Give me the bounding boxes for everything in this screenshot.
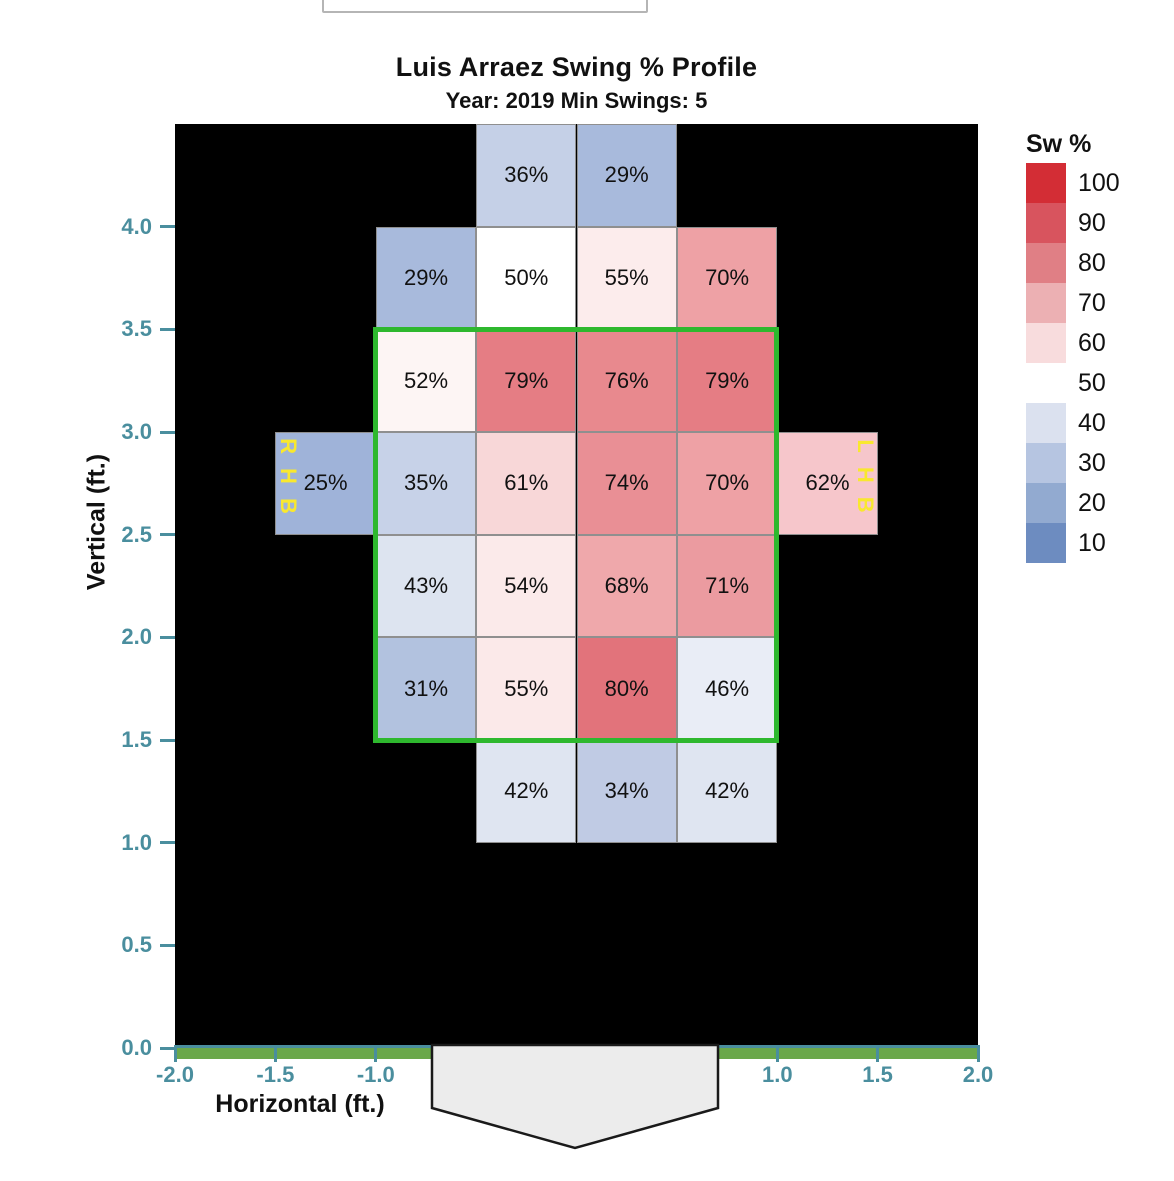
- heatmap-cell: 50%: [476, 226, 577, 330]
- legend-entry: 40: [1026, 403, 1120, 443]
- page-title: Luis Arraez Swing % Profile: [395, 52, 758, 82]
- y-tick-label: 3.0: [121, 419, 152, 444]
- legend-label: 20: [1078, 489, 1106, 517]
- legend-swatch: [1026, 243, 1066, 283]
- x-tick-mark: [775, 1045, 779, 1062]
- legend-entry: 20: [1026, 483, 1120, 523]
- x-tick-label: 1.5: [862, 1062, 893, 1087]
- heatmap-cell: 68%: [576, 534, 677, 638]
- heatmap-cell: 29%: [375, 226, 477, 330]
- heatmap-cell: 61%: [476, 432, 577, 535]
- y-tick-label: 3.5: [121, 316, 152, 342]
- legend-entry: 90: [1026, 203, 1120, 243]
- y-tick-label: 0.5: [121, 932, 152, 958]
- heatmap-cell: 43%: [375, 534, 477, 638]
- x-tick-mark: [173, 1045, 177, 1062]
- rhb-label: RHB: [276, 438, 301, 528]
- x-tick-label: -1.5: [256, 1062, 295, 1087]
- legend-entry: 70: [1026, 283, 1120, 323]
- y-tick-mark: [160, 533, 175, 537]
- home-plate-icon: [430, 1043, 720, 1150]
- x-tick-mark: [876, 1045, 880, 1062]
- x-tick-mark: [273, 1045, 277, 1062]
- top-input[interactable]: [322, 0, 648, 13]
- heatmap-cell: 52%: [375, 329, 477, 432]
- x-tick-label: 1.0: [762, 1062, 793, 1087]
- legend-entry: 60: [1026, 323, 1120, 363]
- legend-label: 70: [1078, 289, 1106, 317]
- x-tick-label: 2.0: [962, 1062, 994, 1087]
- heatmap-cell: 55%: [476, 637, 577, 740]
- y-tick-label: 0.0: [121, 1035, 152, 1060]
- y-tick-label: 1.0: [121, 829, 152, 855]
- y-tick-label: 2.0: [121, 624, 152, 650]
- heatmap-cell: 42%: [676, 740, 778, 843]
- legend-label: 10: [1078, 529, 1106, 557]
- heatmap-cell: 54%: [476, 534, 577, 638]
- legend-entry: 30: [1026, 443, 1120, 483]
- y-tick-label: 1.5: [121, 727, 152, 752]
- y-tick-mark: [160, 841, 175, 845]
- heatmap-cell: 79%: [476, 329, 577, 432]
- x-tick-label: -1.0: [356, 1062, 395, 1087]
- heatmap-cell: 46%: [676, 637, 778, 740]
- legend-swatch: [1026, 363, 1066, 403]
- heatmap-cell: 34%: [576, 740, 677, 843]
- legend-entry: 50: [1026, 363, 1120, 403]
- y-tick-mark: [160, 1046, 175, 1050]
- heatmap-cell: 36%: [476, 124, 577, 227]
- y-tick-mark: [160, 327, 175, 331]
- y-tick-mark: [160, 225, 175, 229]
- heatmap-plot-area: 36% 29% 29% 50% 55% 70% 52% 79% 76% 79% 25% 35% 61% 7…: [175, 124, 978, 1048]
- heatmap-cell: 70%: [676, 226, 778, 330]
- y-axis-title: Vertical (ft.): [82, 453, 111, 591]
- page-subtitle: Year: 2019 Min Swings: 5: [445, 88, 708, 113]
- heatmap-cell: 55%: [576, 226, 677, 330]
- legend-swatch: [1026, 483, 1066, 523]
- heatmap-cell: 74%: [576, 432, 677, 535]
- strike-zone-outline: [373, 327, 779, 743]
- y-tick-mark: [160, 943, 175, 947]
- heatmap-cell: 79%: [676, 329, 778, 432]
- legend-label: 80: [1078, 249, 1106, 277]
- legend-title: Sw %: [1026, 130, 1092, 158]
- legend-swatch: [1026, 403, 1066, 443]
- legend-label: 50: [1078, 369, 1106, 397]
- heatmap-cell: 80%: [576, 637, 677, 740]
- heatmap-cell: 29%: [576, 124, 677, 227]
- legend-swatch: [1026, 323, 1066, 363]
- legend-swatch: [1026, 163, 1066, 203]
- legend-label: 90: [1078, 209, 1106, 237]
- legend-swatch: [1026, 523, 1066, 563]
- heatmap-cell: 71%: [676, 534, 778, 638]
- lhb-label: LHB: [853, 439, 878, 527]
- heatmap-cell: 35%: [375, 432, 477, 535]
- x-tick-mark: [976, 1045, 980, 1062]
- x-axis-title: Horizontal (ft.): [215, 1090, 385, 1118]
- legend-entry: 80: [1026, 243, 1120, 283]
- legend-entry: 10: [1026, 523, 1120, 563]
- x-tick-label: -2.0: [156, 1062, 194, 1087]
- legend-label: 40: [1078, 409, 1106, 437]
- y-tick-mark: [160, 430, 175, 434]
- legend-label: 30: [1078, 449, 1106, 477]
- y-tick-mark: [160, 635, 175, 639]
- y-tick-label: 4.0: [121, 213, 152, 239]
- legend-swatch: [1026, 443, 1066, 483]
- heatmap-cell: 70%: [676, 432, 778, 535]
- legend-label: 100: [1078, 169, 1120, 197]
- legend-swatch: [1026, 203, 1066, 243]
- y-tick-label: 2.5: [121, 521, 152, 547]
- heatmap-cell: 76%: [576, 329, 677, 432]
- legend-label: 60: [1078, 329, 1106, 357]
- heatmap-cell: 31%: [375, 637, 477, 740]
- heatmap-cell: 42%: [476, 740, 577, 843]
- y-tick-mark: [160, 738, 175, 742]
- legend-color-scale: 100 90 80 70 60 50 40 30 20 10: [1026, 163, 1120, 563]
- legend-entry: 100: [1026, 163, 1120, 203]
- legend-swatch: [1026, 283, 1066, 323]
- heatmap-cell: 62%: [777, 432, 878, 535]
- x-tick-mark: [374, 1045, 378, 1062]
